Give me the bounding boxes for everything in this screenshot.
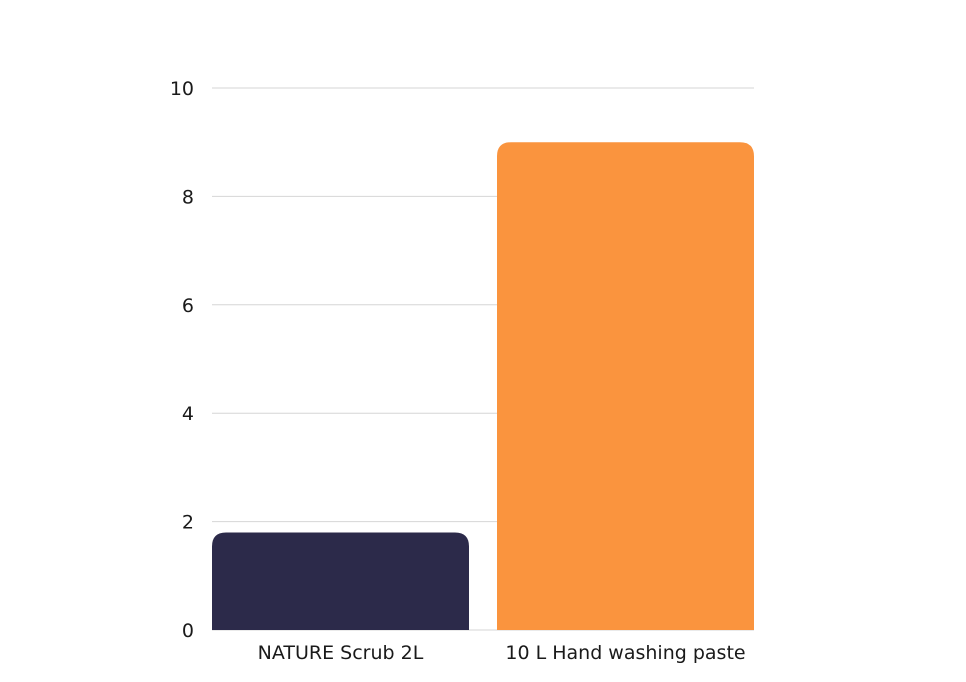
y-tick-label: 8 <box>182 186 194 208</box>
x-category-label: 10 L Hand washing paste <box>505 642 745 664</box>
bar-1 <box>212 532 469 630</box>
y-tick-label: 10 <box>170 78 194 100</box>
y-tick-label: 0 <box>182 620 194 642</box>
x-axis-labels: NATURE Scrub 2L 10 L Hand washing paste <box>258 642 746 664</box>
y-axis-ticks: 0 2 4 6 8 10 <box>170 78 194 642</box>
y-tick-label: 2 <box>182 512 194 534</box>
y-tick-label: 6 <box>182 295 194 317</box>
bars <box>212 142 754 630</box>
bar-2 <box>497 142 754 630</box>
y-tick-label: 4 <box>182 403 194 425</box>
x-category-label: NATURE Scrub 2L <box>258 642 424 664</box>
